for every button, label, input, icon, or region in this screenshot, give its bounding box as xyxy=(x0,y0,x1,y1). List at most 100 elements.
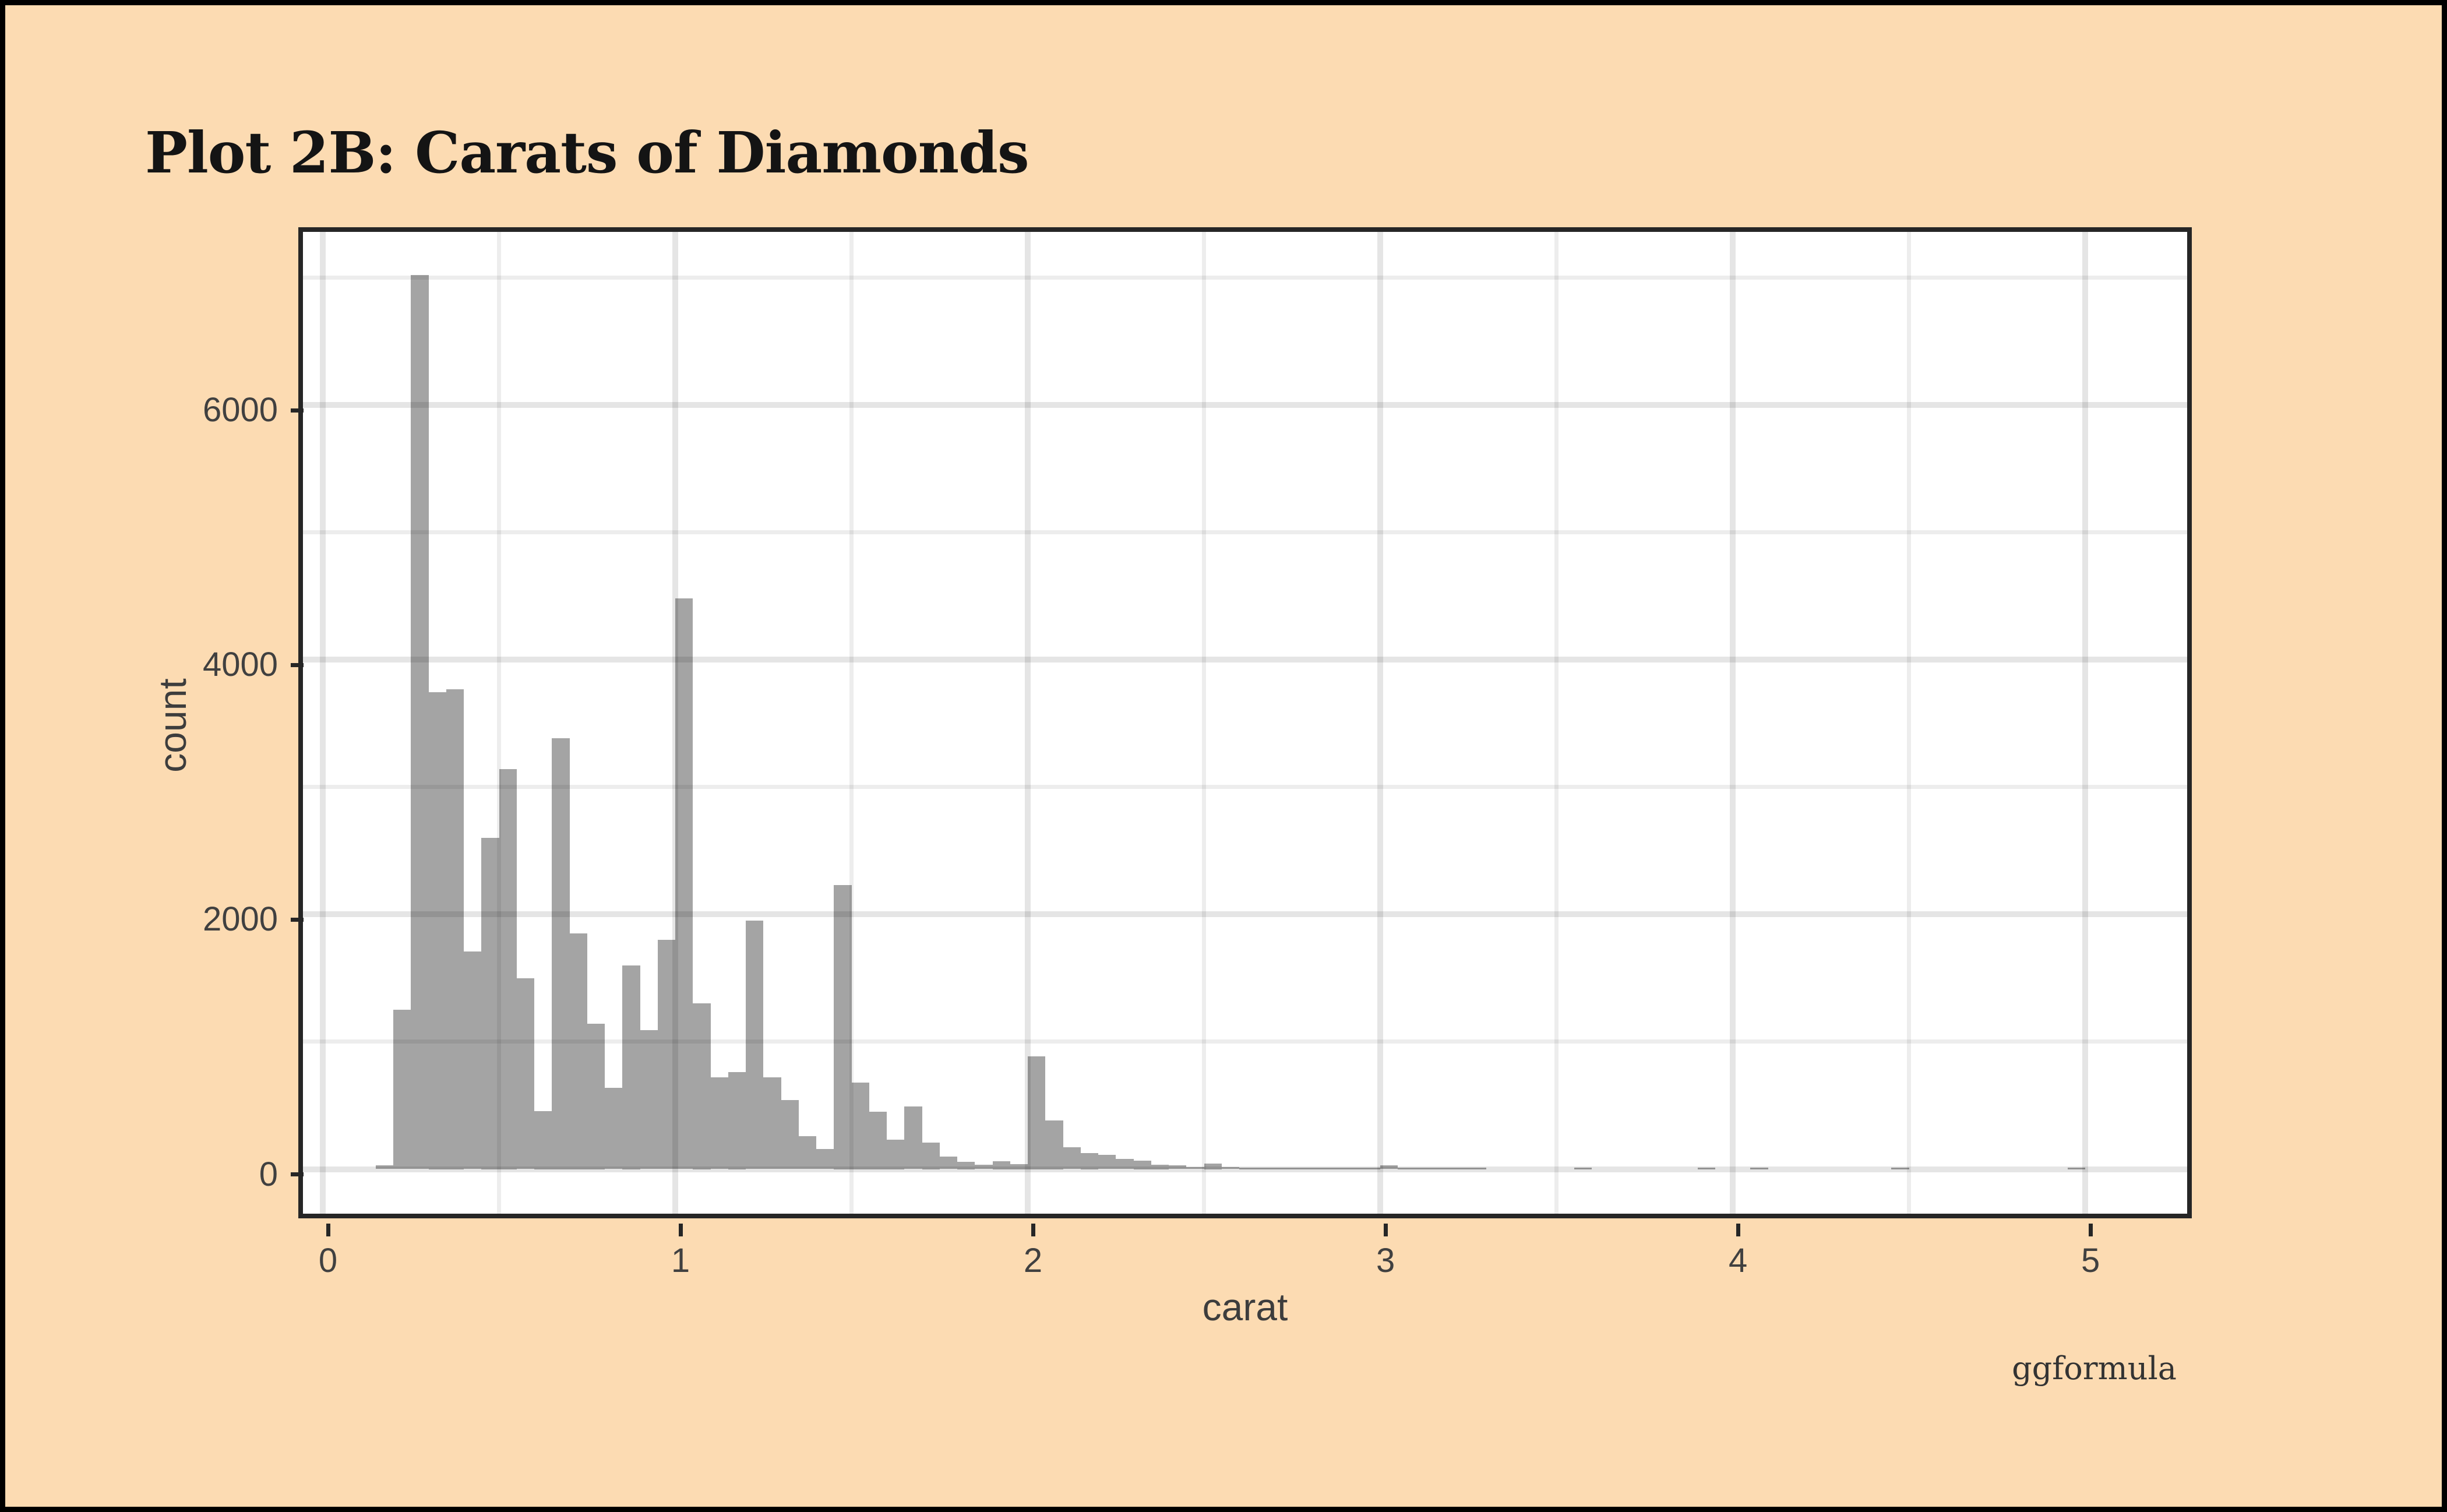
gridline-x-major xyxy=(2082,232,2089,1214)
y-axis-title: count xyxy=(151,678,194,773)
histogram-bar xyxy=(1186,1167,1204,1169)
histogram-bar xyxy=(1080,1153,1099,1169)
histogram-bar xyxy=(798,1136,817,1169)
histogram-bar xyxy=(552,738,570,1169)
x-axis-tick-label: 2 xyxy=(1023,1242,1043,1280)
gridlines-layer xyxy=(303,232,2187,1214)
histogram-bar xyxy=(1380,1165,1398,1169)
histogram-bar xyxy=(816,1148,834,1169)
x-axis-tick xyxy=(678,1224,683,1236)
gridline-x-minor xyxy=(1202,232,1207,1214)
histogram-bar xyxy=(1292,1167,1310,1169)
gridline-x-major xyxy=(672,232,679,1214)
gridline-y-major xyxy=(303,1166,2187,1172)
histogram-bar xyxy=(569,933,587,1169)
histogram-bar xyxy=(746,921,764,1169)
gridline-y-minor xyxy=(303,530,2187,535)
y-axis-tick-label: 6000 xyxy=(202,391,278,429)
histogram-bar xyxy=(1433,1167,1451,1169)
gridline-x-minor xyxy=(497,232,502,1214)
histogram-bar xyxy=(834,885,852,1169)
histogram-bar xyxy=(393,1010,411,1169)
histogram-bar xyxy=(1415,1167,1433,1169)
histogram-bar xyxy=(887,1140,905,1169)
histogram-bar xyxy=(375,1165,393,1169)
histogram-bar xyxy=(1451,1167,1469,1169)
gridline-x-major xyxy=(320,232,326,1214)
x-axis-tick-label: 5 xyxy=(2081,1242,2100,1280)
x-axis-tick xyxy=(2088,1224,2093,1236)
ggformula-caption: ggformula xyxy=(2012,1350,2177,1387)
histogram-bar xyxy=(587,1024,605,1169)
histogram-bar xyxy=(1310,1167,1328,1169)
histogram-bar xyxy=(1204,1164,1222,1169)
y-axis-tick xyxy=(291,1172,304,1176)
x-axis-tick xyxy=(1383,1224,1388,1236)
y-axis-tick-label: 2000 xyxy=(202,900,278,939)
histogram-bar xyxy=(428,692,446,1169)
histogram-bar xyxy=(675,598,693,1169)
histogram-bar xyxy=(957,1162,975,1169)
histogram-bar xyxy=(1151,1164,1169,1169)
x-axis-tick-label: 1 xyxy=(671,1242,690,1280)
histogram-bar xyxy=(499,769,517,1169)
histogram-bar xyxy=(939,1156,958,1169)
histogram-bar xyxy=(1010,1164,1028,1169)
histogram-bar xyxy=(710,1077,728,1169)
y-axis-tick-label: 4000 xyxy=(202,646,278,684)
gridline-x-minor xyxy=(1907,232,1912,1214)
histogram-bar xyxy=(1028,1056,1046,1169)
histogram-bar xyxy=(1398,1167,1416,1169)
y-axis-tick xyxy=(291,662,304,667)
histogram-bar xyxy=(922,1142,940,1169)
x-axis-tick xyxy=(1736,1224,1740,1236)
histogram-bar xyxy=(534,1111,552,1169)
histogram-bar xyxy=(605,1087,623,1169)
gridline-x-minor xyxy=(1554,232,1559,1214)
x-axis-tick-label: 0 xyxy=(318,1242,338,1280)
histogram-bar xyxy=(1697,1167,1715,1169)
histogram-bar xyxy=(904,1106,922,1169)
histogram-bar xyxy=(992,1161,1010,1169)
histogram-bar xyxy=(1063,1147,1081,1169)
histogram-bar xyxy=(1098,1155,1116,1169)
histogram-bar xyxy=(1257,1167,1275,1169)
histogram-bar xyxy=(1169,1165,1187,1169)
gridline-y-major xyxy=(303,657,2187,663)
gridline-x-major xyxy=(1730,232,1736,1214)
gridline-y-minor xyxy=(303,276,2187,280)
x-axis-title: carat xyxy=(1202,1285,1288,1328)
histogram-bar xyxy=(869,1112,887,1169)
histogram-bar xyxy=(1274,1167,1292,1169)
histogram-bars-layer xyxy=(303,232,2187,1214)
gridline-x-major xyxy=(1025,232,1031,1214)
x-axis-tick-label: 3 xyxy=(1376,1242,1395,1280)
histogram-bar xyxy=(1468,1167,1486,1169)
plot-panel xyxy=(298,227,2192,1218)
histogram-bar xyxy=(411,275,429,1169)
y-axis-tick-label: 0 xyxy=(259,1155,278,1193)
histogram-bar xyxy=(1750,1167,1768,1169)
histogram-bar xyxy=(464,951,482,1169)
histogram-bar xyxy=(516,978,535,1169)
gridline-y-major xyxy=(303,911,2187,918)
histogram-bar xyxy=(851,1082,869,1169)
histogram-bar xyxy=(763,1077,781,1169)
histogram-bar xyxy=(1239,1167,1257,1169)
histogram-bar xyxy=(657,940,676,1169)
histogram-bar xyxy=(1891,1167,1909,1169)
x-axis-tick-label: 4 xyxy=(1728,1242,1748,1280)
histogram-bar xyxy=(446,689,464,1169)
x-axis-tick xyxy=(326,1224,330,1236)
histogram-bar xyxy=(481,838,499,1169)
gridline-y-major xyxy=(303,402,2187,408)
gridline-x-minor xyxy=(849,232,854,1214)
histogram-bar xyxy=(2067,1167,2086,1169)
chart-title: Plot 2B: Carats of Diamonds xyxy=(145,119,1029,186)
y-axis-tick xyxy=(291,917,304,922)
histogram-bar xyxy=(693,1003,711,1169)
histogram-bar xyxy=(1362,1167,1381,1169)
histogram-bar xyxy=(781,1100,799,1169)
histogram-bar xyxy=(640,1030,658,1169)
